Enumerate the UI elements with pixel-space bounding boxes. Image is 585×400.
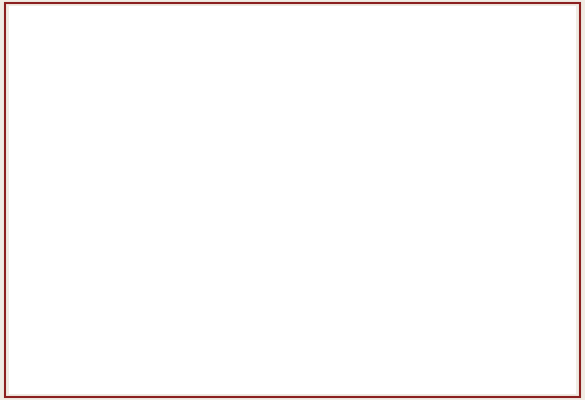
Bar: [444, 288, 452, 354]
Bar: [191, 212, 198, 354]
Bar: [183, 253, 191, 354]
Bar: [94, 257, 102, 354]
Bar: [118, 190, 125, 354]
Bar: [176, 275, 183, 354]
Bar: [322, 270, 329, 354]
Bar: [264, 202, 271, 354]
Bar: [484, 233, 491, 354]
Bar: [436, 323, 443, 354]
Text: RESOURCE CENTER: RESOURCE CENTER: [508, 28, 570, 34]
Bar: [144, 310, 151, 354]
Bar: [110, 228, 118, 354]
Bar: [329, 174, 337, 354]
Bar: [525, 279, 532, 354]
Bar: [363, 313, 370, 354]
Bar: [476, 258, 483, 354]
Bar: [71, 316, 78, 354]
Bar: [160, 275, 167, 354]
Bar: [87, 263, 94, 354]
Bar: [314, 270, 321, 354]
Text: Per Trip User Benefits (Change from 2040 Baseline): Per Trip User Benefits (Change from 2040…: [61, 72, 312, 80]
Bar: [152, 275, 159, 354]
Bar: [549, 240, 556, 354]
Text: Measured as change from year 2040 Baseline: Measured as change from year 2040 Baseli…: [40, 88, 264, 98]
Bar: [256, 236, 264, 354]
Bar: [541, 279, 548, 354]
Bar: [371, 285, 378, 354]
Bar: [517, 279, 525, 354]
Bar: [460, 288, 467, 354]
Bar: [233, 270, 240, 354]
Bar: [225, 295, 232, 354]
Bar: [533, 279, 541, 354]
Bar: [240, 285, 248, 354]
Legend: Alt 1, Alt 2, Alt 3, Alt 4, Alt 5, PA-C, PA: Alt 1, Alt 2, Alt 3, Alt 4, Alt 5, PA-C,…: [66, 83, 290, 98]
Bar: [338, 133, 345, 354]
Bar: [217, 310, 224, 354]
Bar: [510, 315, 517, 354]
Text: Source:   Transportation 2040 Final Environmental Impact Statement, Appendix D: Source: Transportation 2040 Final Enviro…: [16, 359, 343, 368]
Bar: [468, 288, 475, 354]
Bar: [411, 225, 418, 354]
Bar: [395, 288, 402, 354]
Bar: [102, 257, 109, 354]
Bar: [387, 288, 394, 354]
Bar: [298, 285, 305, 354]
Bar: [167, 275, 175, 354]
Bar: [78, 276, 86, 354]
Bar: [557, 206, 564, 354]
Text: Results for all person-trips originating in TAZs within stated boundaries: Results for all person-trips originating…: [40, 73, 388, 83]
Bar: [249, 270, 256, 354]
Bar: [290, 310, 297, 354]
Bar: [306, 270, 313, 354]
Bar: [452, 288, 459, 354]
Text: Geographic Equity: Geographic Equity: [23, 38, 180, 53]
Bar: [402, 246, 410, 354]
Bar: [379, 288, 386, 354]
